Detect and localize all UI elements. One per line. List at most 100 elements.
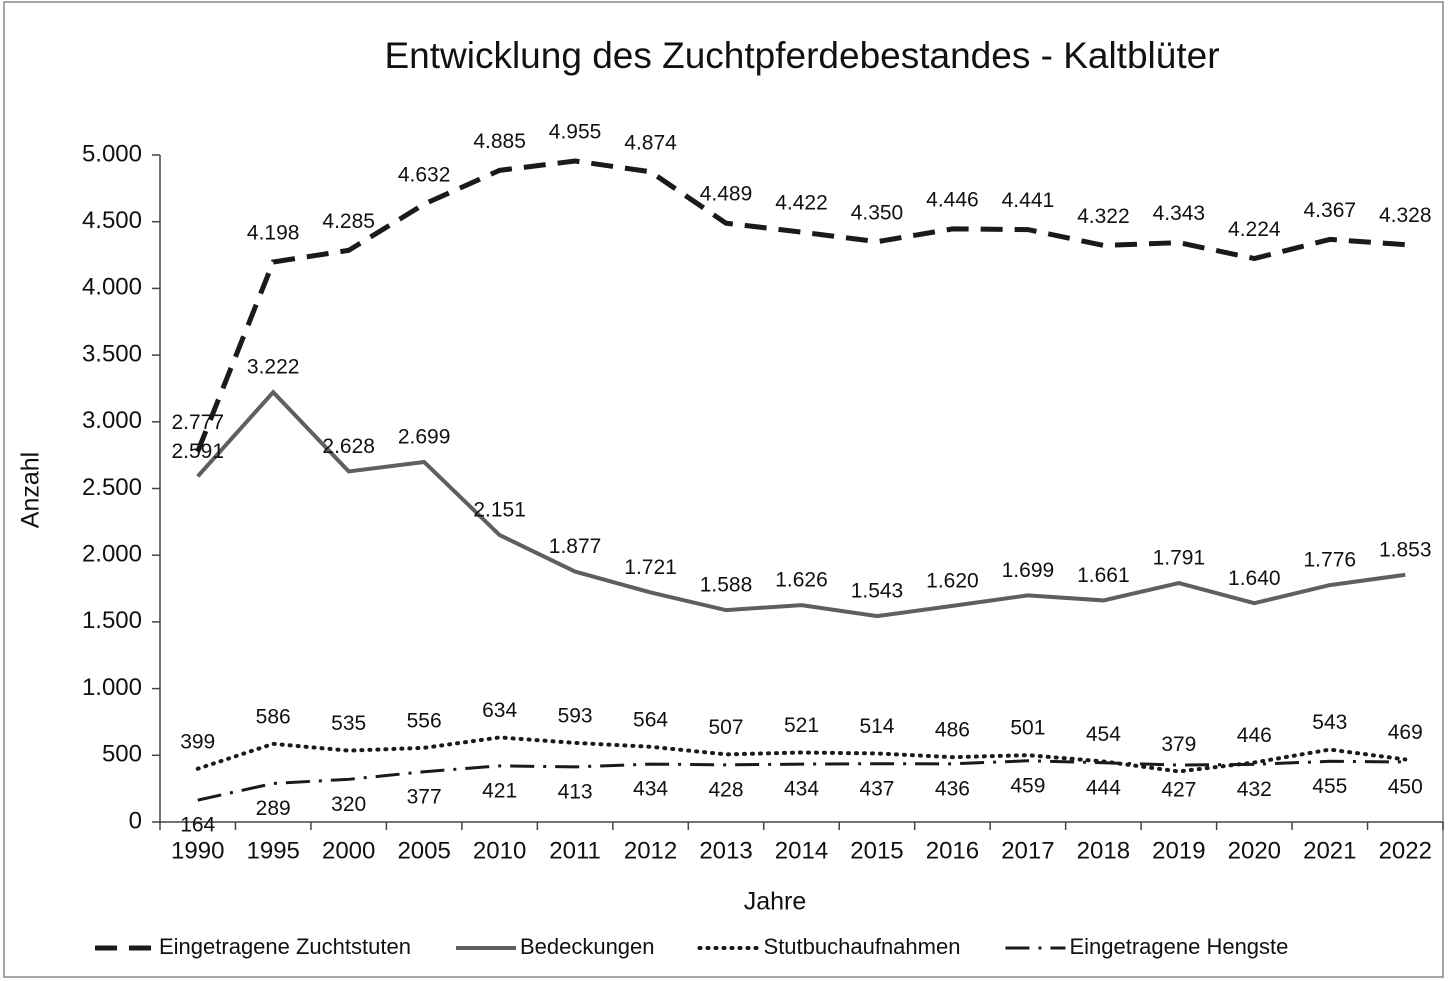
x-tick-label: 2017	[1001, 837, 1054, 864]
x-tick-label: 2019	[1152, 837, 1205, 864]
y-tick-label: 1.500	[82, 607, 142, 634]
x-tick-label: 2010	[473, 837, 526, 864]
data-label: 4.343	[1153, 202, 1206, 225]
data-label: 454	[1086, 723, 1121, 746]
data-label: 501	[1010, 717, 1045, 740]
data-label: 1.877	[549, 535, 602, 558]
y-tick-label: 4.000	[82, 274, 142, 301]
data-label: 593	[558, 704, 593, 727]
chart-frame	[3, 1, 1444, 978]
x-tick-label: 2018	[1077, 837, 1130, 864]
data-label: 1.853	[1379, 538, 1432, 561]
data-label: 455	[1312, 775, 1347, 798]
data-label: 535	[331, 712, 366, 735]
x-tick-label: 2013	[699, 837, 752, 864]
x-tick-label: 2011	[549, 837, 601, 864]
y-tick-label: 1.000	[82, 674, 142, 701]
data-label: 2.699	[398, 426, 451, 449]
x-tick-label: 2020	[1228, 837, 1281, 864]
data-label: 379	[1161, 733, 1196, 756]
data-label: 436	[935, 777, 970, 800]
data-label: 459	[1010, 774, 1045, 797]
data-label: 4.489	[700, 183, 753, 206]
data-label: 1.661	[1077, 564, 1130, 587]
x-tick-label: 2015	[850, 837, 903, 864]
data-label: 1.588	[700, 574, 753, 597]
data-label: 421	[482, 779, 517, 802]
data-label: 4.198	[247, 222, 300, 245]
data-label: 4.224	[1228, 218, 1281, 241]
data-label: 1.543	[851, 580, 904, 603]
legend-label: Eingetragene Hengste	[1069, 934, 1288, 959]
data-label: 434	[633, 778, 668, 801]
data-label: 634	[482, 699, 517, 722]
data-label: 4.350	[851, 201, 904, 224]
data-label: 521	[784, 714, 819, 737]
data-label: 2.591	[171, 440, 224, 463]
data-label: 4.632	[398, 164, 451, 187]
data-label: 4.422	[775, 192, 828, 215]
data-label: 586	[256, 705, 291, 728]
x-tick-label: 2021	[1303, 837, 1356, 864]
data-label: 4.367	[1304, 199, 1357, 222]
data-label: 2.777	[171, 411, 224, 434]
data-label: 320	[331, 793, 366, 816]
data-label: 399	[180, 730, 215, 753]
y-tick-label: 3.500	[82, 340, 142, 367]
y-tick-label: 2.500	[82, 474, 142, 501]
y-axis-label: Anzahl	[17, 452, 45, 528]
series-line	[197, 759, 1406, 802]
x-tick-label: 2005	[397, 837, 450, 864]
data-label: 4.446	[926, 188, 979, 211]
series-line	[195, 158, 1406, 453]
data-label: 4.955	[549, 121, 602, 144]
data-label: 4.874	[624, 131, 677, 154]
data-label: 469	[1388, 721, 1423, 744]
x-tick-label: 1990	[171, 837, 224, 864]
data-label: 507	[709, 716, 744, 739]
data-label: 432	[1237, 778, 1272, 801]
data-label: 4.328	[1379, 204, 1432, 227]
data-label: 427	[1161, 779, 1196, 802]
data-label: 4.441	[1002, 189, 1055, 212]
data-label: 1.640	[1228, 567, 1281, 590]
data-label: 377	[407, 785, 442, 808]
y-tick-label: 4.500	[82, 207, 142, 234]
data-label: 2.628	[322, 435, 375, 458]
x-tick-label: 2000	[322, 837, 375, 864]
data-label: 413	[558, 780, 593, 803]
data-label: 428	[709, 778, 744, 801]
x-tick-label: 2014	[775, 837, 828, 864]
y-tick-label: 500	[102, 741, 142, 768]
y-tick-label: 0	[129, 807, 142, 834]
data-label: 3.222	[247, 356, 300, 379]
y-tick-label: 3.000	[82, 407, 142, 434]
legend-label: Stutbuchaufnahmen	[764, 934, 961, 959]
x-tick-label: 2022	[1379, 837, 1432, 864]
data-label: 556	[407, 709, 442, 732]
y-tick-label: 2.000	[82, 541, 142, 568]
series-line	[196, 389, 1406, 619]
legend-label: Eingetragene Zuchtstuten	[159, 934, 411, 959]
data-label: 4.322	[1077, 205, 1130, 228]
data-label: 486	[935, 719, 970, 742]
series-line	[195, 735, 1408, 774]
data-label: 289	[256, 797, 291, 820]
data-label: 444	[1086, 776, 1121, 799]
data-label: 1.776	[1304, 549, 1357, 572]
x-tick-label: 2012	[624, 837, 677, 864]
x-tick-label: 2016	[926, 837, 979, 864]
data-label: 437	[859, 777, 894, 800]
data-label: 1.721	[624, 556, 677, 579]
y-tick-label: 5.000	[82, 140, 142, 167]
data-label: 1.626	[775, 569, 828, 592]
data-label: 514	[859, 715, 894, 738]
x-tick-label: 1995	[247, 837, 300, 864]
data-label: 434	[784, 778, 819, 801]
x-axis-label: Jahre	[744, 888, 807, 916]
data-label: 4.885	[473, 130, 526, 153]
data-label: 1.791	[1153, 547, 1206, 570]
data-label: 446	[1237, 724, 1272, 747]
legend-label: Bedeckungen	[520, 934, 655, 959]
